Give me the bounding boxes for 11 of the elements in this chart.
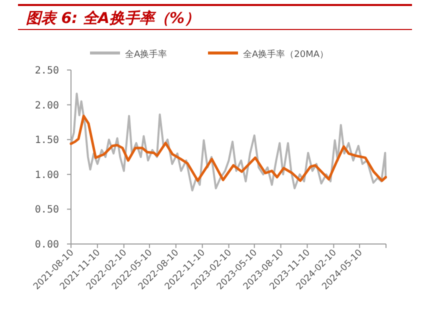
y-tick-label: 1.50 bbox=[34, 135, 59, 146]
line-series bbox=[70, 92, 387, 192]
y-tick-label: 1.00 bbox=[34, 170, 59, 181]
chart-title: 图表 6: 全A换手率（%） bbox=[26, 9, 200, 27]
line-series bbox=[70, 114, 387, 182]
y-tick-label: 2.00 bbox=[34, 100, 59, 112]
legend-label: 全A换手率（20MA） bbox=[243, 49, 329, 60]
y-tick-label: 0.00 bbox=[34, 240, 59, 250]
y-tick-label: 0.50 bbox=[34, 204, 59, 216]
legend-label: 全A换手率 bbox=[125, 49, 168, 60]
y-tick-label: 2.50 bbox=[34, 66, 59, 76]
